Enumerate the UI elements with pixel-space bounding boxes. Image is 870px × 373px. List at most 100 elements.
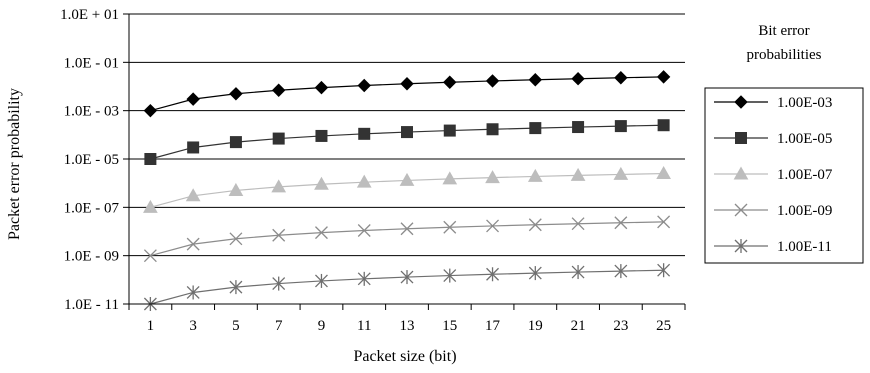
series-1.00E-03 [143, 70, 671, 118]
data-point [143, 103, 158, 118]
data-point [614, 120, 627, 133]
x-tick-label: 1 [147, 318, 155, 334]
legend-entry: 1.00E-05 [714, 131, 832, 147]
legend-title: probabilities [747, 47, 822, 63]
legend-marker [734, 239, 748, 253]
marker-stroke [571, 217, 585, 231]
legend-title: Bit error [758, 23, 809, 39]
data-point [358, 127, 371, 140]
data-point [272, 228, 286, 242]
legend-entry: 1.00E-09 [714, 203, 832, 219]
marker-stroke [657, 215, 671, 229]
data-point [228, 182, 244, 196]
marker-stroke [400, 222, 414, 236]
data-point [527, 168, 543, 182]
data-point [357, 224, 371, 237]
series-line [150, 221, 664, 257]
data-point [144, 153, 157, 165]
data-point [443, 124, 456, 137]
data-point [443, 75, 457, 89]
data-point [271, 83, 286, 97]
marker-stroke [315, 226, 328, 240]
data-point [528, 218, 542, 232]
legend-entry: 1.00E-07 [714, 166, 833, 183]
data-point [272, 276, 286, 291]
data-point [571, 217, 585, 231]
marker-stroke [614, 216, 628, 230]
data-point [229, 232, 243, 246]
x-axis-title: Packet size (bit) [353, 348, 456, 365]
data-point [486, 267, 499, 282]
data-point [357, 271, 371, 286]
legend-label: 1.00E-09 [777, 203, 832, 219]
data-point [486, 123, 499, 136]
legend: Bit error probabilities 1.00E-03 1.00E-05 1.… [704, 23, 864, 264]
x-tick-label: 7 [275, 318, 283, 334]
y-axis-title: Packet error probability [6, 88, 23, 240]
data-point [186, 285, 200, 300]
data-point [400, 222, 414, 236]
data-point [485, 170, 500, 184]
data-point [571, 265, 585, 280]
data-point [613, 166, 629, 180]
data-point [186, 237, 200, 251]
data-point [657, 263, 671, 278]
data-point [272, 132, 285, 145]
data-point [528, 266, 542, 281]
legend-entry: 1.00E-03 [714, 95, 832, 111]
series-1.00E-09 [143, 215, 671, 263]
data-point [614, 216, 628, 230]
data-point [614, 264, 628, 279]
marker-stroke [528, 218, 542, 232]
marker-stroke [357, 224, 371, 237]
gridlines [129, 13, 685, 257]
marker-stroke [486, 219, 499, 233]
x-tick-label: 23 [613, 318, 628, 334]
data-point [315, 129, 328, 142]
data-point [485, 74, 500, 88]
x-tick-label: 25 [656, 318, 671, 334]
legend-label: 1.00E-07 [777, 167, 833, 183]
x-tick-label: 5 [232, 318, 240, 334]
x-tick-label: 13 [400, 318, 415, 334]
data-point [229, 136, 242, 149]
data-point [229, 87, 243, 101]
x-tick-label: 19 [528, 318, 543, 334]
marker-stroke [443, 220, 457, 234]
x-tick-label: 17 [485, 318, 501, 334]
data-point [657, 119, 670, 132]
data-point [357, 78, 371, 93]
marker-stroke [272, 228, 286, 242]
legend-label: 1.00E-03 [777, 95, 832, 111]
data-point [528, 73, 543, 87]
data-point [356, 174, 372, 188]
data-point [400, 77, 414, 91]
data-point [657, 215, 671, 229]
data-point [443, 220, 457, 234]
axes: 1.0E + 01 1.0E - 01 1.0E - 03 1.0E - 05 1.0E… [60, 7, 686, 334]
series-layer [143, 70, 671, 311]
legend-entry: 1.00E-11 [714, 239, 832, 255]
data-point [185, 188, 201, 202]
y-tick-label: 1.0E - 03 [64, 104, 119, 120]
y-tick-label: 1.0E - 01 [64, 55, 119, 71]
data-point [186, 92, 200, 106]
y-tick-label: 1.0E + 01 [60, 7, 119, 23]
data-point [529, 122, 542, 135]
y-tick-label: 1.0E - 05 [64, 152, 119, 168]
data-point [486, 219, 499, 233]
data-point [656, 70, 671, 84]
data-point [656, 166, 671, 180]
data-point [143, 249, 157, 263]
y-tick-label: 1.0E - 07 [64, 200, 120, 216]
data-point [443, 268, 457, 283]
data-point [571, 72, 585, 86]
legend-label: 1.00E-05 [777, 131, 832, 147]
legend-marker [734, 95, 748, 109]
data-point [572, 121, 585, 134]
marker-stroke [229, 232, 243, 246]
data-point [442, 171, 458, 185]
series-1.00E-07 [143, 166, 671, 213]
data-point [271, 179, 287, 193]
x-tick-label: 15 [442, 318, 457, 334]
